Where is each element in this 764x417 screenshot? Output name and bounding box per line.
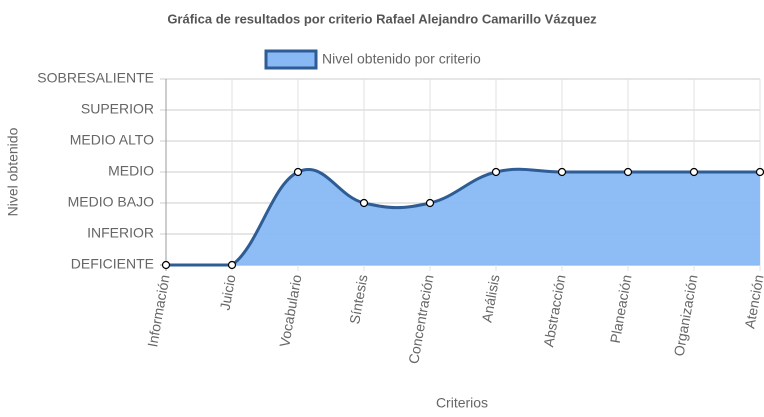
chart-title: Gráfica de resultados por criterio Rafae… [167,11,597,26]
y-tick-label: INFERIOR [87,225,154,241]
point [623,167,633,177]
area [166,169,760,265]
y-tick-label: MEDIO [108,163,154,179]
point [227,260,237,270]
point [755,167,764,177]
legend-label: Nivel obtenido por criterio [322,51,481,67]
x-tick-label: Abstracción [540,273,568,348]
x-tick-label: Síntesis [346,273,370,325]
point [293,167,303,177]
legend-swatch [264,49,318,70]
x-tick-label: Organización [671,273,701,357]
point [161,260,171,270]
point [425,198,435,208]
point [491,167,501,177]
y-axis-title: Nivel obtenido [5,127,21,216]
x-axis-title: Criterios [436,395,488,411]
x-tick-label: Vocabulario [276,273,304,348]
y-tick-label: MEDIO ALTO [70,132,154,148]
y-tick-label: SUPERIOR [81,101,154,117]
x-tick-label: Atención [741,273,764,329]
y-tick-label: MEDIO BAJO [68,194,154,210]
x-tick-label: Análisis [478,273,502,323]
point [557,167,567,177]
point [689,167,699,177]
x-tick-label: Planeación [607,273,635,344]
line [165,167,760,267]
x-tick-label: Concentración [405,273,436,365]
x-tick-label: Juicio [217,273,239,311]
y-tick-label: DEFICIENTE [71,256,154,272]
x-tick-label: Información [144,273,172,348]
y-tick-label: SOBRESALIENTE [37,70,154,86]
point [359,198,369,208]
